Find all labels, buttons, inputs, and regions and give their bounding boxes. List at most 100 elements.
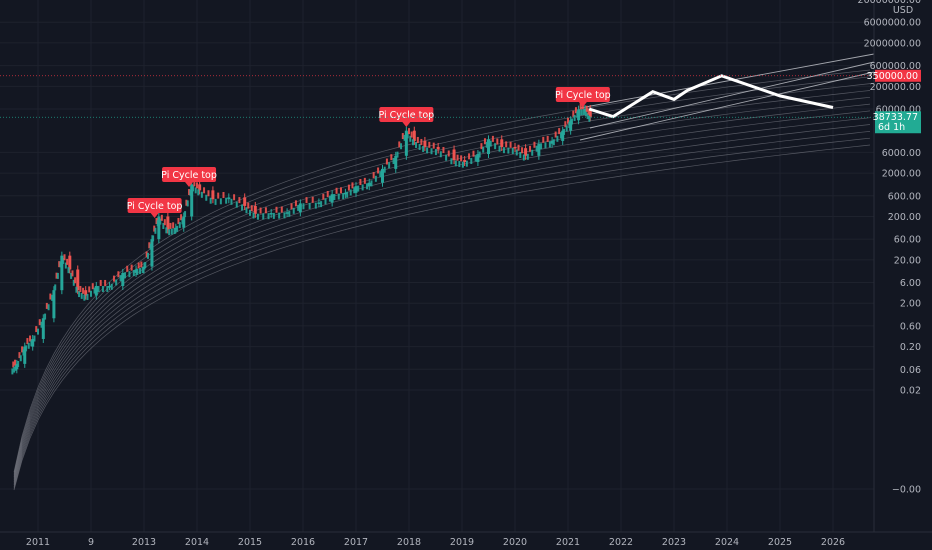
candle-body <box>347 184 350 191</box>
candle-body <box>66 258 69 265</box>
candle-body <box>117 271 120 278</box>
candle-body <box>447 150 450 157</box>
candle-body <box>252 212 255 219</box>
x-tick-label: 9 <box>88 537 94 548</box>
pi-cycle-pointer <box>150 213 159 218</box>
candle-body <box>280 206 283 213</box>
candle-body <box>415 141 418 148</box>
candle-body <box>264 207 267 214</box>
candle-body <box>461 161 464 168</box>
candle-body <box>470 158 473 165</box>
candle-body <box>233 194 236 201</box>
candle-body <box>51 294 54 301</box>
x-axis[interactable]: 2011 9 2013 2014 2015 2016 2017 2018 2019 2020 202… <box>26 537 845 548</box>
candle-body <box>292 207 295 214</box>
candle-body <box>322 193 325 200</box>
candle-body <box>249 209 251 216</box>
candle-body <box>450 158 453 165</box>
candle-body <box>354 186 358 193</box>
log-curve-band <box>13 90 871 477</box>
candle-body <box>496 138 499 145</box>
candle-body <box>404 130 408 156</box>
candle-body <box>21 346 24 353</box>
candle-body <box>88 286 91 293</box>
candle-body <box>219 198 222 205</box>
candle-body <box>489 140 492 147</box>
candle-body <box>84 290 88 296</box>
candle-body <box>58 261 61 268</box>
price-marker-tag[interactable] <box>875 111 921 134</box>
pi-cycle-label: Pi Cycle top <box>378 107 434 127</box>
candle-body <box>576 111 579 118</box>
log-curve-band <box>13 144 871 491</box>
candle-body <box>546 135 549 142</box>
log-curve-band <box>13 117 871 484</box>
x-tick-label: 2022 <box>609 537 633 548</box>
candle-body <box>517 144 520 151</box>
candle-body <box>567 117 569 124</box>
candle-body <box>165 227 168 234</box>
candle-body <box>370 180 373 187</box>
candle-body <box>468 153 471 160</box>
candle-body <box>569 120 573 131</box>
candle-body <box>460 155 463 162</box>
candle-body <box>491 135 494 142</box>
candle-body <box>141 267 144 274</box>
candle-body <box>439 151 442 158</box>
candle-body <box>359 178 362 185</box>
candle-body <box>182 216 186 228</box>
candle-body <box>564 121 567 128</box>
price-marker-tag[interactable] <box>875 69 921 82</box>
candle-body <box>422 145 425 152</box>
candle-body <box>75 286 78 293</box>
currency-label: USD <box>893 5 913 16</box>
log-curve-band <box>13 110 871 482</box>
candle-body <box>19 355 22 362</box>
candle-body <box>366 183 369 190</box>
candle-body <box>14 364 17 371</box>
candle-body <box>509 141 512 148</box>
candle-body <box>153 225 156 232</box>
candle-body <box>308 202 311 209</box>
y-axis[interactable]: 20000000.00 6000000.00 2000000.00 600000.00… <box>858 0 921 496</box>
candle-body <box>106 285 109 292</box>
candle-body <box>168 229 171 236</box>
candle-body <box>390 154 393 161</box>
candle-body <box>174 227 178 230</box>
candle-body <box>67 267 70 274</box>
candle-body <box>17 361 20 368</box>
candle-body <box>225 197 228 204</box>
y-tick-label: 2000000.00 <box>864 38 921 49</box>
candle-body <box>428 141 431 148</box>
y-tick-label: 20000000.00 <box>858 0 921 6</box>
candle-body <box>552 139 555 146</box>
candle-body <box>44 313 47 320</box>
candle-body <box>156 220 159 227</box>
candle-body <box>160 214 163 221</box>
candle-body <box>181 218 184 225</box>
candle-body <box>79 285 82 292</box>
candle-body <box>290 203 293 210</box>
candle-body <box>250 205 253 212</box>
candle-body <box>94 285 98 296</box>
candle-body <box>586 113 589 120</box>
candle-body <box>162 222 165 229</box>
pi-cycle-label: Pi Cycle top <box>161 167 217 187</box>
channel-line <box>579 71 875 141</box>
candle-body <box>278 212 281 219</box>
x-tick-label: 2026 <box>821 537 845 548</box>
candle-body <box>511 147 514 154</box>
candle-body <box>197 189 200 196</box>
candle-body <box>150 239 154 267</box>
candle-body <box>166 216 170 230</box>
candle-body <box>45 302 48 309</box>
candle-body <box>38 319 41 326</box>
candle-body <box>180 214 183 221</box>
candle-body <box>550 140 554 144</box>
candle-body <box>412 130 416 141</box>
candle-body <box>27 342 30 349</box>
candle-body <box>436 146 440 150</box>
candle-body <box>139 268 142 275</box>
projection-line <box>588 74 834 119</box>
